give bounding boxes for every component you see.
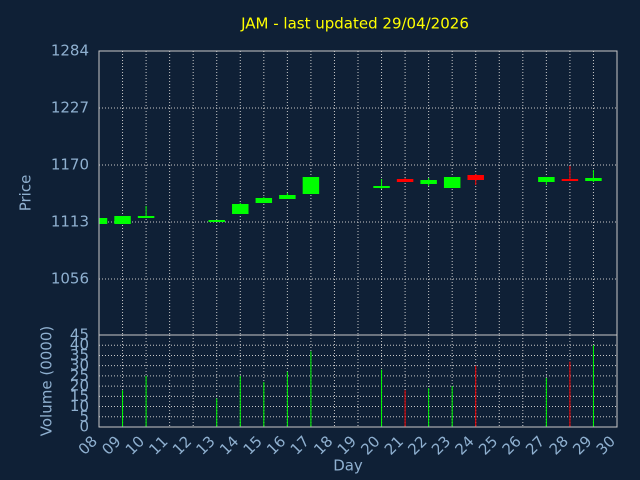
candle-body [396, 179, 414, 182]
y-tick-label: 1113 [51, 213, 89, 231]
y2-tick-label: 25 [70, 366, 89, 384]
chart-title: JAM - last updated 29/04/2026 [240, 15, 469, 33]
y2-tick-label: 10 [70, 397, 89, 415]
candle-body [443, 177, 461, 188]
candle-body [232, 204, 249, 214]
y2-tick-label: 40 [70, 336, 89, 354]
candle-body [99, 218, 108, 224]
candle-body [373, 186, 390, 188]
candle-body [420, 180, 437, 184]
y-tick-label: 1056 [51, 270, 89, 288]
candle-body [467, 175, 484, 180]
candle-body [114, 216, 131, 224]
candle-body [561, 179, 579, 181]
y2-tick-label: 5 [79, 407, 89, 425]
candle-body [302, 177, 320, 194]
candle-body [585, 178, 602, 181]
candle-body [255, 198, 273, 203]
y-tick-label: 1170 [51, 156, 89, 174]
candle-body [279, 195, 296, 199]
candle-body [208, 220, 225, 222]
x-axis-label: Day [333, 457, 363, 475]
y-tick-label: 1284 [51, 42, 89, 60]
candle-body [538, 177, 555, 182]
y2-tick-label: 15 [70, 387, 89, 405]
y2-tick-label: 35 [70, 346, 89, 364]
y2-tick-label: 0 [79, 418, 89, 436]
y-tick-label: 1227 [51, 99, 89, 117]
volume-panel-frame [98, 334, 618, 428]
y2-tick-label: 45 [70, 326, 89, 344]
y2-tick-label: 30 [70, 356, 89, 374]
y-axis-label: Price [17, 175, 35, 212]
y2-axis-label: Volume (0000) [38, 326, 56, 436]
candle-body [137, 216, 155, 218]
y2-tick-label: 20 [70, 377, 89, 395]
